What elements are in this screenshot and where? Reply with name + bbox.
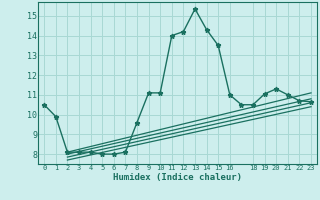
X-axis label: Humidex (Indice chaleur): Humidex (Indice chaleur) [113,173,242,182]
